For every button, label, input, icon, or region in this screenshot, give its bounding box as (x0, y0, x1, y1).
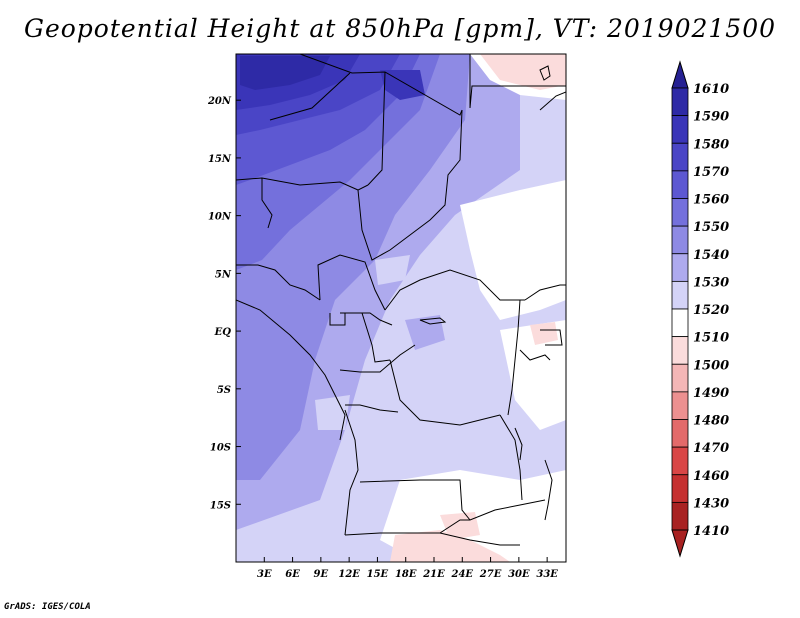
x-tick-label: 18E (395, 569, 417, 580)
colorbar-swatch (671, 419, 689, 448)
x-tick-label: 6E (285, 569, 300, 580)
colorbar-label: 1460 (693, 469, 729, 484)
colorbar-label: 1590 (693, 110, 729, 125)
height-field (236, 54, 566, 562)
colorbar-label: 1550 (693, 220, 729, 235)
colorbar-swatch (671, 336, 689, 365)
colorbar-swatch (671, 170, 689, 199)
map-title: Geopotential Height at 850hPa [gpm], VT:… (23, 14, 777, 43)
colorbar-label: 1480 (693, 414, 729, 429)
colorbar-label: 1470 (693, 441, 729, 456)
colorbar-label: 1490 (693, 386, 729, 401)
y-tick-label: 5S (217, 385, 231, 396)
x-tick-label: 21E (422, 569, 445, 580)
y-tick-label: 15N (208, 154, 232, 165)
colorbar-swatch (671, 474, 689, 503)
colorbar-label: 1510 (693, 331, 729, 346)
y-tick-label: 5N (215, 269, 232, 280)
x-tick-label: 15E (367, 569, 389, 580)
colorbar-label: 1540 (693, 248, 729, 263)
x-tick-label: 9E (314, 569, 329, 580)
x-tick-label: 3E (257, 569, 272, 580)
colorbar-label: 1570 (693, 165, 729, 180)
y-tick-label: 15S (210, 500, 231, 511)
y-tick-label: 10N (208, 212, 232, 223)
x-axis: 3E 6E 9E 12E 15E 18E 21E 24E 27E 30E 33E (257, 557, 558, 580)
colorbar: 1610 1590 1580 1570 1560 1550 1540 1530 1520 1510… (671, 60, 729, 558)
colorbar-swatch (671, 280, 689, 310)
y-tick-label: 20N (207, 96, 232, 107)
colorbar-label: 1500 (693, 358, 729, 373)
colorbar-label: 1610 (693, 82, 729, 97)
colorbar-label: 1410 (693, 524, 729, 539)
colorbar-label: 1530 (693, 275, 729, 290)
colorbar-swatch (671, 446, 689, 476)
colorbar-swatch (671, 87, 689, 117)
colorbar-label: 1580 (693, 137, 729, 152)
x-tick-label: 27E (479, 569, 502, 580)
plot-frame (235, 53, 567, 563)
colorbar-swatch (671, 253, 689, 282)
x-tick-label: 33E (536, 569, 558, 580)
colorbar-top-arrow (671, 60, 689, 89)
colorbar-swatch (671, 198, 689, 227)
credit-label: GrADS: IGES/COLA (4, 602, 91, 612)
colorbar-label: 1430 (693, 496, 729, 511)
colorbar-label: 1520 (693, 303, 729, 318)
y-axis: 20N 15N 10N 5N EQ 5S 10S 15S (207, 96, 241, 511)
colorbar-bottom-arrow (671, 529, 689, 558)
x-tick-label: 12E (338, 569, 360, 580)
colorbar-swatch (671, 391, 689, 420)
y-tick-label: 10S (210, 443, 231, 454)
colorbar-swatch (671, 308, 689, 338)
x-tick-label: 24E (451, 569, 474, 580)
colorbar-swatch (671, 501, 689, 531)
colorbar-swatch (671, 142, 689, 172)
colorbar-label: 1560 (693, 193, 729, 208)
colorbar-swatch (671, 225, 689, 255)
y-tick-label: EQ (214, 327, 232, 338)
colorbar-swatch (671, 363, 689, 393)
colorbar-swatch (671, 115, 689, 144)
x-tick-label: 30E (508, 569, 530, 580)
country-borders (236, 54, 566, 546)
